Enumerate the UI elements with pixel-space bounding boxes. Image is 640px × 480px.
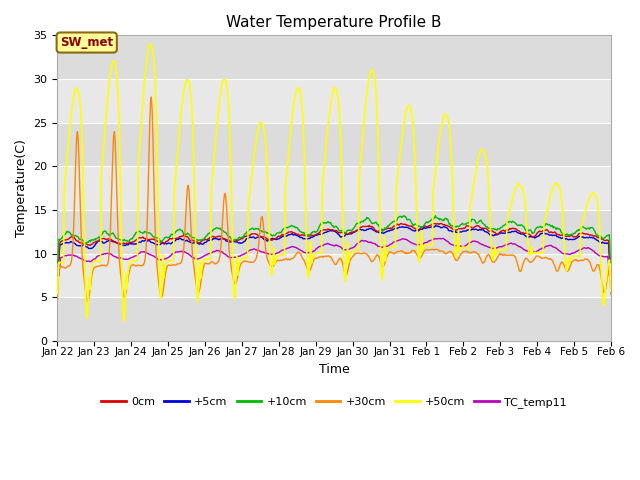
Title: Water Temperature Profile B: Water Temperature Profile B bbox=[227, 15, 442, 30]
Bar bbox=[58, 167, 611, 210]
Bar bbox=[58, 297, 611, 341]
Y-axis label: Temperature(C): Temperature(C) bbox=[15, 139, 28, 237]
Bar bbox=[58, 253, 611, 297]
Bar bbox=[58, 210, 611, 253]
Bar bbox=[58, 79, 611, 123]
Bar bbox=[58, 36, 611, 79]
Text: SW_met: SW_met bbox=[60, 36, 113, 49]
Legend: 0cm, +5cm, +10cm, +30cm, +50cm, TC_temp11: 0cm, +5cm, +10cm, +30cm, +50cm, TC_temp1… bbox=[97, 393, 572, 412]
Bar bbox=[58, 123, 611, 167]
X-axis label: Time: Time bbox=[319, 363, 349, 376]
